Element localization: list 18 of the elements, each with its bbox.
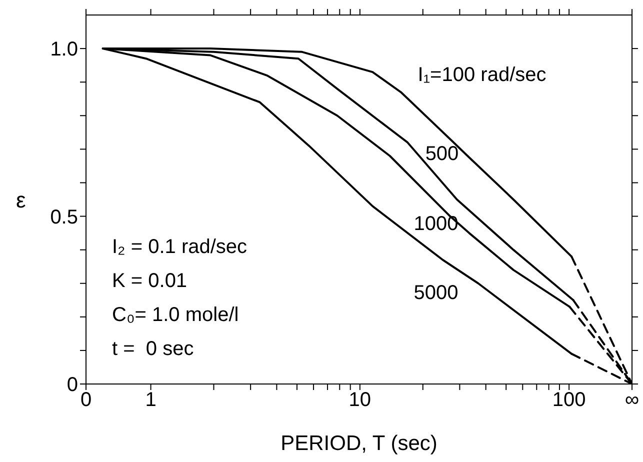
- annotation: t = 0 sec: [112, 337, 195, 362]
- series-label: I₁=100 rad/sec: [418, 64, 546, 86]
- x-tick-label: 0: [80, 389, 92, 412]
- y-tick-label: 0.5: [50, 206, 78, 228]
- annotation: K = 0.01: [112, 269, 188, 294]
- series-label: 5000: [414, 282, 458, 304]
- series-label: 500: [425, 143, 459, 165]
- x-tick-label: 100: [552, 389, 586, 412]
- x-axis-title: PERIOD, T (sec): [280, 432, 438, 455]
- annotation: I₂ = 0.1 rad/sec: [112, 235, 248, 260]
- x-tick-label: 1: [145, 389, 156, 412]
- y-axis-title: ε: [16, 187, 26, 212]
- y-tick-label: 0: [66, 374, 78, 396]
- x-tick-label: ∞: [624, 389, 640, 412]
- x-tick-label: 10: [348, 389, 372, 412]
- y-tick-label: 1.0: [50, 38, 78, 61]
- series-label: 1000: [414, 213, 458, 235]
- annotation: C₀= 1.0 mole/l: [112, 303, 240, 328]
